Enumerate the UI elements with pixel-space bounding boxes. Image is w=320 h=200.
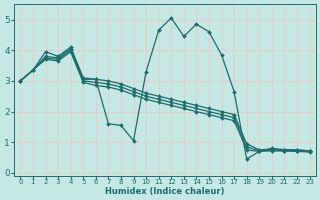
X-axis label: Humidex (Indice chaleur): Humidex (Indice chaleur) (105, 187, 225, 196)
